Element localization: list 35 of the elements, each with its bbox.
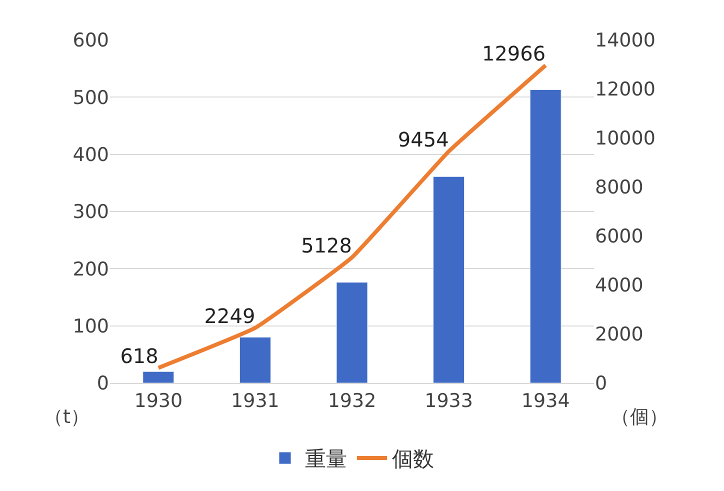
y2-tick-label: 8000 bbox=[595, 176, 644, 199]
y-tick-label: 500 bbox=[72, 86, 109, 109]
bar bbox=[239, 337, 271, 383]
y-axis-title: （t） bbox=[44, 406, 90, 428]
bar bbox=[336, 282, 368, 383]
y-tick-label: 400 bbox=[72, 144, 109, 166]
y2-tick-label: 10000 bbox=[595, 128, 656, 150]
legend-label: 重量 bbox=[305, 447, 347, 472]
x-tick-label: 1933 bbox=[424, 390, 473, 412]
x-tick-label: 1931 bbox=[231, 390, 280, 412]
bar bbox=[530, 89, 562, 383]
y2-tick-label: 12000 bbox=[595, 78, 656, 101]
y-tick-label: 300 bbox=[72, 201, 109, 224]
x-tick-label: 1930 bbox=[134, 390, 183, 412]
y2-tick-label: 4000 bbox=[595, 274, 644, 297]
y-tick-label: 200 bbox=[72, 258, 109, 280]
data-label: 9454 bbox=[398, 127, 449, 152]
y-tick-label: 100 bbox=[72, 315, 109, 338]
data-label: 2249 bbox=[204, 304, 256, 328]
data-label: 5128 bbox=[301, 233, 352, 258]
y-tick-label: 600 bbox=[72, 30, 109, 52]
bar bbox=[433, 176, 465, 383]
bar bbox=[142, 371, 174, 383]
legend-label: 個数 bbox=[392, 447, 434, 472]
line-series bbox=[156, 63, 548, 370]
x-tick-label: 1932 bbox=[328, 390, 376, 412]
data-label: 12966 bbox=[482, 41, 546, 66]
y2-tick-label: 6000 bbox=[595, 226, 644, 248]
y-tick-label: 0 bbox=[96, 372, 109, 395]
y2-axis-title: （個） bbox=[611, 406, 668, 428]
y2-tick-label: 0 bbox=[595, 372, 608, 395]
y2-tick-label: 2000 bbox=[595, 324, 644, 346]
x-tick-label: 1934 bbox=[521, 390, 570, 412]
data-label: 618 bbox=[120, 344, 158, 368]
y2-tick-label: 14000 bbox=[595, 30, 656, 52]
